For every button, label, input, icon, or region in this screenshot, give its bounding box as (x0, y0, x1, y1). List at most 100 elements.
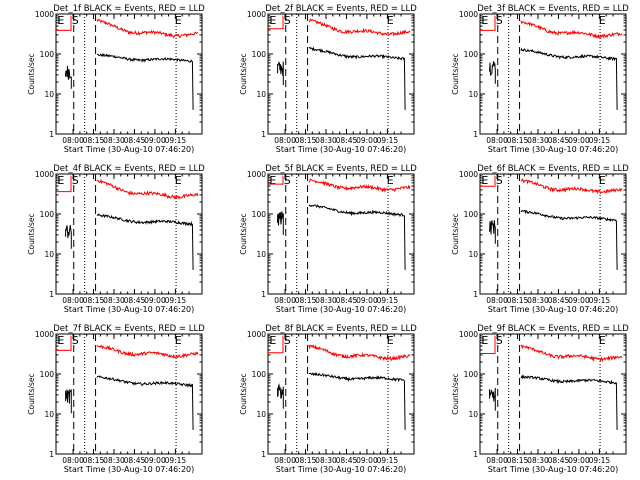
marker-s: S (284, 174, 291, 187)
y-axis-title: Counts/sec (239, 213, 248, 254)
marker-s: S (284, 334, 291, 347)
y-tick-label: 1000 (247, 10, 266, 19)
series-lld-line (480, 175, 623, 195)
y-tick-label: 10 (256, 250, 266, 259)
x-tick-label: 08:15 (295, 456, 317, 465)
y-tick-label: 1 (261, 290, 266, 299)
x-tick-label: 09:00 (568, 296, 590, 305)
x-tick-label: 08:45 (336, 296, 358, 305)
marker-s: S (284, 14, 291, 27)
x-tick-label: 08:15 (295, 136, 317, 145)
series-lld-line (268, 15, 411, 38)
plot-frame (267, 173, 415, 295)
x-tick-label: 08:00 (274, 136, 296, 145)
x-tick-label: 08:30 (527, 296, 549, 305)
x-tick-label: 09:00 (356, 296, 378, 305)
series-events-line (520, 47, 618, 110)
series-events-burst (489, 61, 496, 84)
series-events-line (520, 374, 618, 430)
marker-e: E (175, 174, 182, 187)
panel-5: Det_5f BLACK = Events, RED = LLD 1 10 100 10… (239, 164, 417, 314)
y-tick-label: 10 (468, 90, 478, 99)
marker-e: E (481, 14, 488, 27)
series-events-burst (65, 224, 72, 249)
y-tick-label: 100 (252, 50, 267, 59)
y-tick-label: 1 (49, 130, 54, 139)
x-tick-label: 08:30 (315, 136, 337, 145)
panel-title: Det_8f BLACK = Events, RED = LLD (265, 324, 417, 334)
x-tick-label: 08:15 (507, 456, 529, 465)
marker-e: E (175, 334, 182, 347)
series-events-burst (489, 220, 496, 244)
x-axis-title: Start Time (30-Aug-10 07:46:20) (64, 145, 195, 154)
y-tick-label: 1000 (459, 10, 478, 19)
x-tick-label: 09:00 (144, 456, 166, 465)
panel-1: Det_1f BLACK = Events, RED = LLD 1 10 100 10… (27, 4, 205, 154)
x-tick-label: 09:00 (144, 296, 166, 305)
y-tick-label: 1 (49, 290, 54, 299)
series-events-line (308, 46, 406, 110)
marker-e: E (599, 14, 606, 27)
y-axis-title: Counts/sec (27, 53, 36, 94)
series-events-burst (277, 61, 284, 86)
x-axis-title: Start Time (30-Aug-10 07:46:20) (276, 465, 407, 474)
panel-title: Det_6f BLACK = Events, RED = LLD (477, 164, 629, 174)
x-tick-label: 08:45 (336, 136, 358, 145)
x-tick-label: 08:45 (124, 296, 146, 305)
series-lld-line (480, 15, 623, 40)
series-events-line (96, 213, 194, 270)
x-axis-title: Start Time (30-Aug-10 07:46:20) (276, 145, 407, 154)
x-tick-label: 08:30 (103, 456, 125, 465)
x-tick-label: 09:00 (144, 136, 166, 145)
panel-7: Det_7f BLACK = Events, RED = LLD 1 10 100 10… (27, 324, 205, 474)
x-tick-label: 08:15 (83, 136, 105, 145)
x-axis-title: Start Time (30-Aug-10 07:46:20) (488, 145, 619, 154)
x-tick-label: 09:15 (165, 456, 187, 465)
series-lld-line (56, 175, 199, 200)
panel-title: Det_1f BLACK = Events, RED = LLD (53, 4, 205, 14)
x-tick-label: 09:15 (589, 136, 611, 145)
x-tick-label: 08:30 (527, 136, 549, 145)
panel-title: Det_9f BLACK = Events, RED = LLD (477, 324, 629, 334)
marker-s: S (72, 14, 79, 27)
y-axis-title: Counts/sec (451, 213, 460, 254)
y-tick-label: 100 (464, 50, 479, 59)
panel-8: Det_8f BLACK = Events, RED = LLD 1 10 100 10… (239, 324, 417, 474)
series-events-burst (65, 65, 72, 89)
marker-s: S (496, 334, 503, 347)
x-tick-label: 08:15 (295, 296, 317, 305)
y-axis-title: Counts/sec (239, 373, 248, 414)
x-tick-label: 08:30 (315, 296, 337, 305)
series-lld-line (268, 175, 411, 194)
y-tick-label: 100 (252, 370, 267, 379)
y-tick-label: 1000 (35, 330, 54, 339)
marker-e: E (599, 334, 606, 347)
series-events-burst (65, 388, 72, 414)
x-tick-label: 08:45 (548, 296, 570, 305)
y-axis-title: Counts/sec (451, 53, 460, 94)
x-axis-title: Start Time (30-Aug-10 07:46:20) (64, 465, 195, 474)
panel-title: Det_7f BLACK = Events, RED = LLD (53, 324, 205, 334)
y-tick-label: 1000 (35, 10, 54, 19)
plot-frame (55, 173, 203, 295)
plot-frame (55, 13, 203, 135)
x-tick-label: 08:00 (486, 136, 508, 145)
series-events-line (308, 371, 406, 430)
y-tick-label: 1000 (247, 330, 266, 339)
x-tick-label: 08:00 (62, 456, 84, 465)
x-tick-label: 08:00 (274, 296, 296, 305)
y-tick-label: 1 (473, 130, 478, 139)
x-tick-label: 09:15 (377, 296, 399, 305)
x-axis-title: Start Time (30-Aug-10 07:46:20) (64, 305, 195, 314)
x-tick-label: 08:00 (62, 296, 84, 305)
panel-9: Det_9f BLACK = Events, RED = LLD 1 10 100 10… (451, 324, 629, 474)
marker-e: E (175, 14, 182, 27)
marker-s: S (496, 174, 503, 187)
y-tick-label: 100 (252, 210, 267, 219)
x-tick-label: 09:00 (568, 456, 590, 465)
x-tick-label: 08:15 (507, 136, 529, 145)
x-tick-label: 09:15 (377, 456, 399, 465)
series-events-line (308, 204, 406, 270)
x-tick-label: 08:15 (507, 296, 529, 305)
